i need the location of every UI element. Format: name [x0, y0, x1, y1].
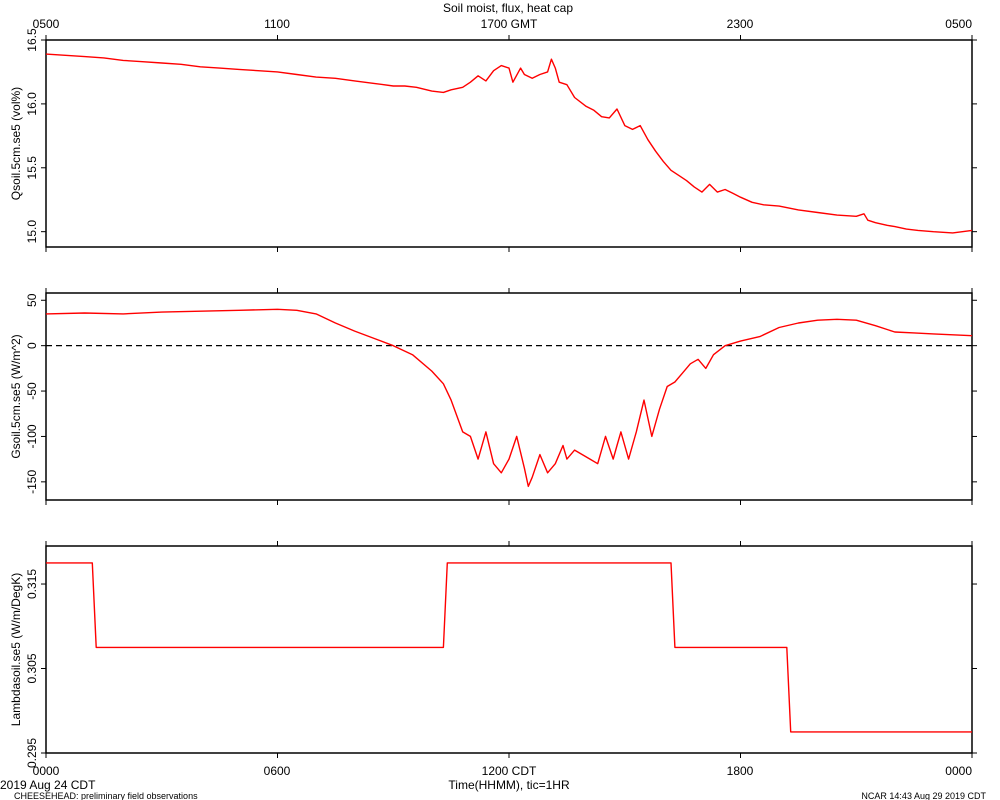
series-line-1	[45, 53, 973, 234]
chart-panels: 15.0 15.5 16.0 16.5 Qsoil.5cm.se5 (vol%) -150…	[9, 28, 977, 768]
y-tick-label: 15.5	[25, 156, 39, 180]
y-tick-label: -150	[25, 470, 39, 494]
y-tick-label: 15.0	[25, 220, 39, 244]
y-tick-label: 50	[25, 293, 39, 307]
y-tick-label: 0.315	[25, 569, 39, 599]
chart-panel-2: -150 -100 -50 0 50 Gsoil.5cm.se5 (W/m^2)	[9, 288, 977, 505]
plot-frame	[45, 292, 973, 501]
x-axis-title: Time(HHMM), tic=1HR	[448, 778, 570, 792]
chart-panel-1: 15.0 15.5 16.0 16.5 Qsoil.5cm.se5 (vol%)	[9, 28, 977, 252]
top-axis-tick-label: 0500	[945, 17, 972, 31]
top-axis-tick-label: 1100	[264, 17, 290, 31]
top-axis-tick-label: 1700 GMT	[481, 17, 538, 31]
top-axis-tick-label: 0500	[33, 17, 60, 31]
series-line-1	[46, 562, 972, 733]
top-time-axis: 0500 1100 1700 GMT 2300 0500	[33, 17, 973, 31]
y-tick-label: -50	[25, 382, 39, 400]
bottom-axis-tick-label: 0000	[945, 764, 972, 778]
footer-left: CHEESEHEAD: preliminary field observatio…	[14, 791, 198, 800]
date-label: 2019 Aug 24 CDT	[0, 778, 96, 792]
y-tick-label: 16.5	[25, 28, 39, 52]
bottom-axis-tick-label: 1200 CDT	[482, 764, 537, 778]
figure-title: Soil moist, flux, heat cap	[443, 1, 573, 15]
y-tick-label: 16.0	[25, 92, 39, 116]
y-tick-label: 0	[25, 342, 39, 349]
plot-frame	[45, 545, 973, 754]
bottom-time-axis: 0000 0600 1200 CDT 1800 0000	[33, 764, 973, 778]
bottom-axis-tick-label: 0000	[33, 764, 60, 778]
y-tick-label: 0.305	[25, 653, 39, 683]
series-line-1	[45, 308, 973, 488]
y-tick-label: -100	[25, 424, 39, 448]
y-tick-label: 0.295	[25, 738, 39, 768]
bottom-axis-tick-label: 0600	[264, 764, 291, 778]
y-axis-label: Gsoil.5cm.se5 (W/m^2)	[9, 334, 23, 458]
y-axis-label: Qsoil.5cm.se5 (vol%)	[9, 87, 23, 200]
y-axis-label: Lambdasoil.se5 (W/m/DegK)	[9, 573, 23, 726]
bottom-axis-tick-label: 1800	[727, 764, 754, 778]
top-axis-tick-label: 2300	[727, 17, 754, 31]
footer-right: NCAR 14:43 Aug 29 2019 CDT	[861, 791, 986, 800]
plot-frame	[45, 39, 973, 248]
